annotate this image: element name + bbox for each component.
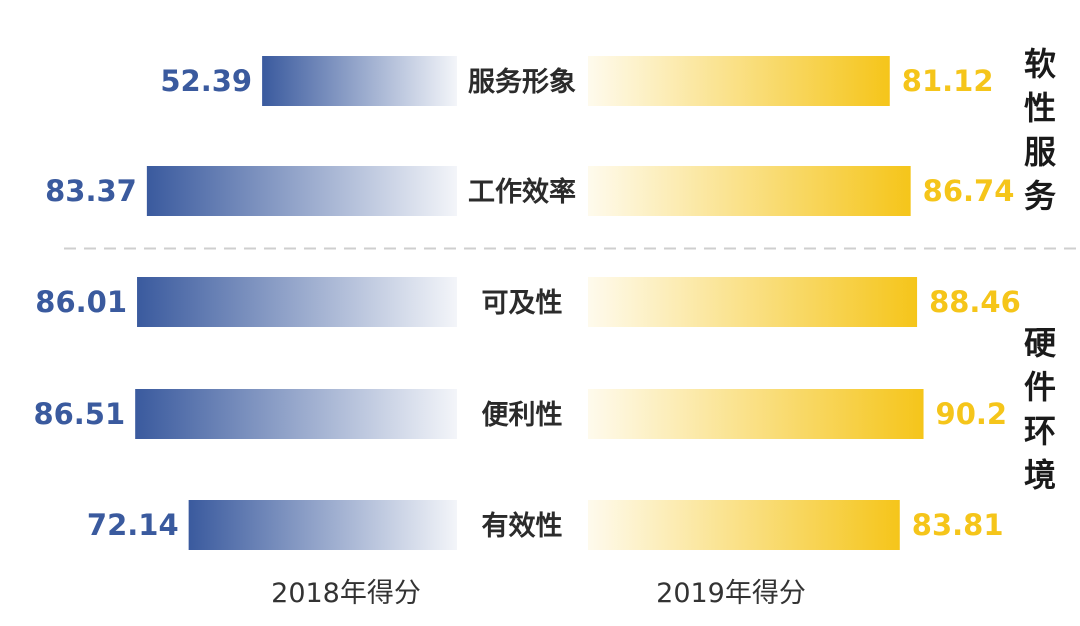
category-label-3: 便利性 bbox=[482, 400, 563, 431]
value-label-2019-0: 81.12 bbox=[902, 64, 994, 98]
value-label-2019-4: 83.81 bbox=[912, 508, 1004, 542]
bars-layer bbox=[64, 56, 1080, 550]
bar-2019-4 bbox=[588, 500, 900, 550]
category-label-2: 可及性 bbox=[482, 288, 563, 319]
bar-2019-0 bbox=[588, 56, 890, 106]
value-label-2019-1: 86.74 bbox=[923, 174, 1015, 208]
labels-layer: 52.39 81.12 服务形象 83.37 86.74 工作效率 86.01 88.46 可及… bbox=[33, 45, 1057, 609]
group-label-0: 软性服务 bbox=[1024, 45, 1056, 215]
bar-2019-2 bbox=[588, 277, 918, 327]
category-label-4: 有效性 bbox=[482, 511, 563, 542]
category-label-1: 工作效率 bbox=[468, 176, 576, 208]
bar-2018-0 bbox=[262, 56, 457, 106]
value-label-2018-2: 86.01 bbox=[35, 285, 127, 319]
value-label-2019-3: 90.2 bbox=[936, 397, 1008, 431]
value-label-2018-3: 86.51 bbox=[33, 397, 125, 431]
value-label-2018-0: 52.39 bbox=[160, 64, 252, 98]
series-label-2018: 2018年得分 bbox=[271, 578, 421, 609]
value-label-2018-4: 72.14 bbox=[87, 508, 179, 542]
bar-2019-1 bbox=[588, 166, 911, 216]
bar-2018-1 bbox=[146, 166, 458, 216]
value-label-2018-1: 83.37 bbox=[45, 174, 137, 208]
bar-2019-3 bbox=[588, 389, 924, 439]
bar-2018-2 bbox=[137, 277, 458, 327]
category-label-0: 服务形象 bbox=[468, 66, 576, 98]
group-label-1: 硬件环境 bbox=[1024, 324, 1057, 494]
bar-2018-3 bbox=[135, 389, 457, 439]
bar-2018-4 bbox=[188, 500, 457, 550]
value-label-2019-2: 88.46 bbox=[929, 285, 1021, 319]
series-label-2019: 2019年得分 bbox=[656, 578, 806, 609]
